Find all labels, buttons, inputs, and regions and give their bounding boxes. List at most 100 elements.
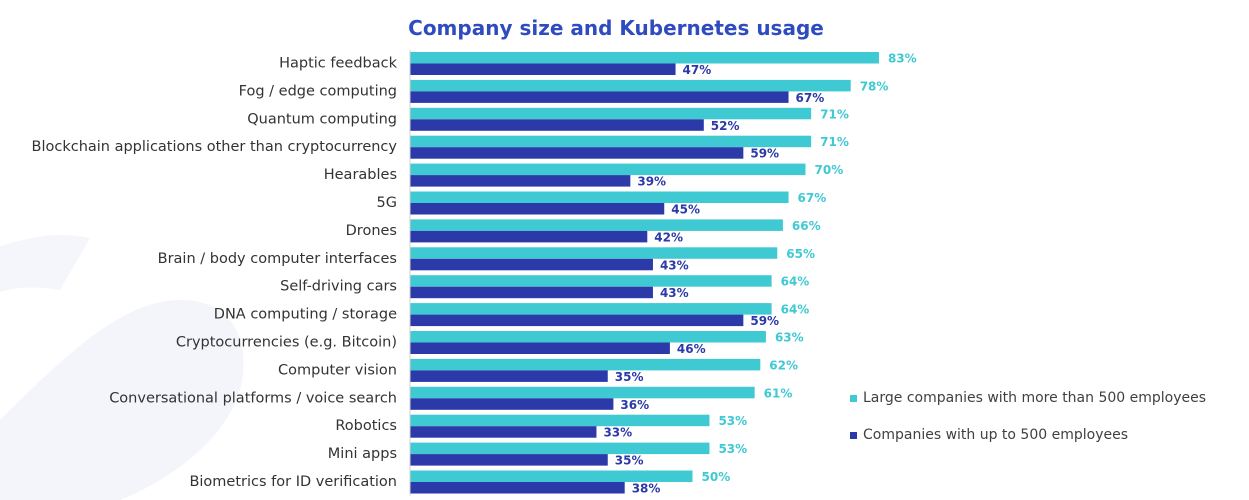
data-label-large: 53% [718, 414, 747, 428]
category-group: Drones 66% 42% [346, 219, 821, 245]
bar-large [410, 135, 812, 148]
category-group: Conversational platforms / voice search 6… [109, 386, 792, 412]
bar-small [410, 370, 608, 382]
data-label-small: 59% [750, 314, 779, 328]
category-label: Self-driving cars [280, 279, 397, 295]
category-label: Haptic feedback [279, 56, 398, 72]
category-label: Brain / body computer interfaces [158, 251, 397, 267]
legend-label-large: Large companies with more than 500 emplo… [863, 390, 1207, 406]
bar-small [410, 230, 648, 243]
category-label: Blockchain applications other than crypt… [32, 139, 398, 155]
data-label-small: 43% [660, 286, 689, 300]
legend-item-large: Large companies with more than 500 emplo… [850, 388, 1206, 408]
category-group: Cryptocurrencies (e.g. Bitcoin) 63% 46% [176, 331, 804, 357]
category-group: Robotics 53% 33% [335, 414, 747, 440]
bar-large [410, 163, 806, 176]
bar-large [410, 52, 879, 64]
legend-swatch-large [850, 394, 857, 402]
data-label-small: 46% [677, 342, 706, 356]
bar-small [410, 482, 625, 494]
data-label-large: 71% [820, 107, 849, 121]
data-label-small: 59% [750, 147, 779, 161]
data-label-large: 63% [775, 331, 804, 345]
category-group: Hearables 70% 39% [324, 163, 844, 189]
data-label-small: 36% [620, 398, 649, 412]
bar-large [410, 442, 710, 455]
category-group: Brain / body computer interfaces 65% 43% [158, 247, 815, 273]
bar-small [410, 286, 653, 299]
bar-large [410, 79, 851, 92]
category-label: DNA computing / storage [214, 307, 397, 323]
bar-small [410, 147, 744, 159]
legend-label-small: Companies with up to 500 employees [863, 427, 1129, 443]
bar-small [410, 175, 631, 187]
category-label: Cryptocurrencies (e.g. Bitcoin) [176, 335, 397, 351]
data-label-large: 64% [781, 275, 810, 289]
category-group: 5G 67% 45% [377, 191, 827, 217]
category-group: Quantum computing 71% 52% [247, 107, 849, 133]
category-label: Biometrics for ID verification [189, 474, 397, 490]
bar-large [410, 275, 772, 287]
data-label-small: 38% [632, 482, 661, 496]
legend-swatch-small [850, 431, 857, 439]
category-label: 5G [377, 195, 397, 211]
category-label: Fog / edge computing [239, 83, 397, 99]
data-label-large: 78% [860, 79, 889, 93]
data-label-large: 70% [815, 163, 844, 177]
data-label-small: 35% [615, 370, 644, 384]
bar-large [410, 191, 789, 203]
category-group: Self-driving cars 64% 43% [280, 275, 809, 301]
data-label-large: 50% [702, 470, 731, 484]
data-label-small: 47% [683, 63, 712, 77]
bar-large [410, 414, 710, 427]
data-label-large: 65% [786, 247, 815, 261]
category-group: Fog / edge computing 78% 67% [239, 79, 889, 105]
data-label-small: 42% [654, 230, 683, 244]
category-label: Quantum computing [247, 111, 397, 127]
data-label-small: 67% [796, 91, 825, 105]
category-group: Biometrics for ID verification 50% 38% [189, 470, 730, 496]
category-label: Mini apps [328, 446, 397, 462]
data-label-small: 33% [603, 426, 632, 440]
data-label-large: 64% [781, 303, 810, 317]
data-label-large: 53% [718, 442, 747, 456]
data-label-large: 67% [798, 191, 827, 205]
bar-small [410, 91, 789, 103]
data-label-large: 66% [792, 219, 821, 233]
bar-large [410, 247, 778, 259]
data-label-large: 83% [888, 52, 917, 66]
bar-large [410, 470, 693, 482]
data-label-small: 45% [671, 203, 700, 217]
category-group: Haptic feedback 83% 47% [279, 52, 917, 78]
bar-small [410, 454, 608, 466]
bar-small [410, 398, 614, 410]
data-label-large: 61% [764, 386, 793, 400]
category-label: Robotics [335, 418, 397, 434]
bar-large [410, 219, 783, 231]
category-group: Computer vision 62% 35% [278, 358, 798, 384]
chart-legend: Large companies with more than 500 emplo… [850, 388, 1206, 462]
data-label-large: 62% [769, 358, 798, 372]
bar-large [410, 358, 761, 371]
bar-small [410, 426, 597, 438]
bar-large [410, 386, 755, 399]
category-group: DNA computing / storage 64%59% [214, 303, 810, 329]
category-group: Mini apps 53% 35% [328, 442, 747, 468]
category-label: Computer vision [278, 362, 397, 378]
legend-item-small: Companies with up to 500 employees [850, 425, 1206, 445]
bar-large [410, 303, 772, 315]
bar-small [410, 314, 744, 327]
category-label: Conversational platforms / voice search [109, 390, 397, 406]
bar-small [410, 119, 704, 131]
chart-title: Company size and Kubernetes usage [408, 16, 824, 40]
data-label-small: 52% [711, 119, 740, 133]
data-label-large: 71% [820, 135, 849, 149]
data-label-small: 39% [637, 175, 666, 189]
bar-small [410, 258, 653, 271]
bar-small [410, 342, 670, 354]
category-label: Hearables [324, 167, 397, 183]
bar-large [410, 107, 812, 120]
data-label-small: 35% [615, 454, 644, 468]
